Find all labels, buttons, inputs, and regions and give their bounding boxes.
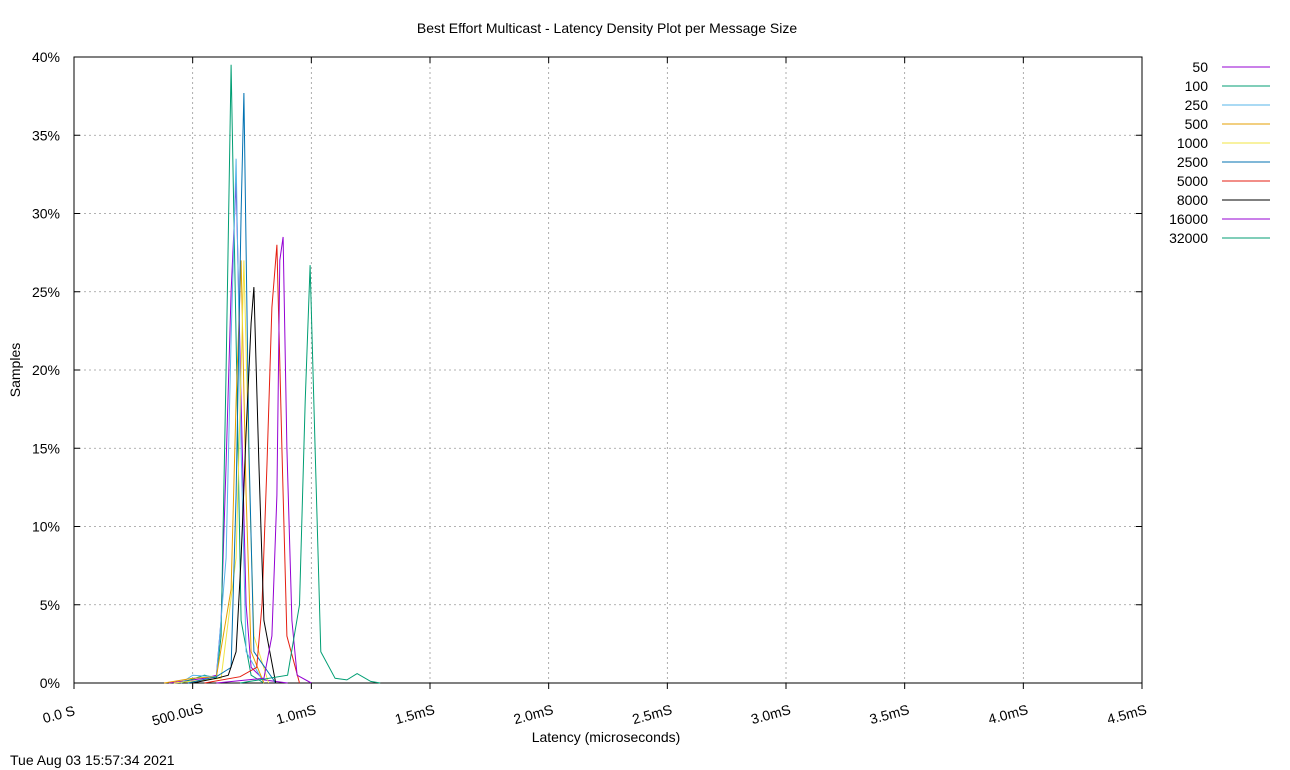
series-line (187, 92, 277, 684)
legend-label: 1000 (1177, 135, 1208, 151)
y-tick-label: 30% (32, 206, 60, 222)
series-line (204, 244, 300, 684)
legend-label: 5000 (1177, 173, 1208, 189)
legend-label: 50 (1192, 59, 1208, 75)
series-line (216, 236, 312, 684)
x-tick-label: 0.0 S (41, 702, 77, 726)
y-tick-label: 15% (32, 440, 60, 456)
chart-title: Best Effort Multicast - Latency Density … (417, 20, 797, 36)
x-tick-label: 1.5mS (393, 701, 436, 727)
y-tick-label: 40% (32, 49, 60, 65)
legend-label: 8000 (1177, 192, 1208, 208)
x-tick-label: 2.5mS (630, 701, 673, 727)
legend-label: 250 (1185, 97, 1209, 113)
x-tick-label: 1.0mS (274, 701, 317, 727)
series-line (180, 64, 265, 684)
legend-label: 100 (1185, 78, 1209, 94)
x-tick-label: 3.5mS (868, 701, 911, 727)
series-line (168, 182, 288, 684)
x-tick-label: 3.0mS (749, 701, 792, 727)
legend-label: 16000 (1169, 211, 1208, 227)
series-line (180, 158, 265, 684)
y-tick-label: 20% (32, 362, 60, 378)
y-tick-label: 0% (40, 675, 60, 691)
x-axis-label: Latency (microseconds) (532, 729, 681, 745)
x-tick-label: 500.0uS (150, 700, 205, 729)
legend-label: 2500 (1177, 154, 1208, 170)
x-tick-label: 4.5mS (1105, 701, 1148, 727)
y-tick-label: 10% (32, 519, 60, 535)
y-tick-label: 25% (32, 284, 60, 300)
legend-label: 32000 (1169, 230, 1208, 246)
plot-border (73, 56, 1143, 684)
x-tick-label: 2.0mS (512, 701, 555, 727)
timestamp: Tue Aug 03 15:57:34 2021 (10, 752, 175, 768)
legend-label: 500 (1185, 116, 1209, 132)
x-tick-label: 4.0mS (986, 701, 1029, 727)
y-axis-label: Samples (7, 343, 23, 397)
series-line (192, 287, 277, 684)
series-line (240, 265, 381, 684)
y-tick-label: 5% (40, 597, 60, 613)
y-tick-label: 35% (32, 127, 60, 143)
series-line (164, 260, 265, 684)
